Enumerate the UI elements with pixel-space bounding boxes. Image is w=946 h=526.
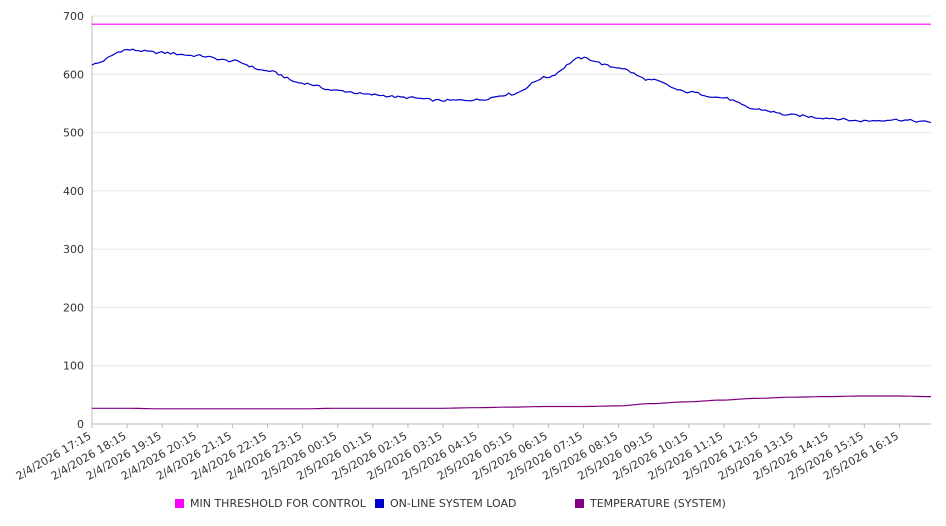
y-axis-ticks: 0 100 200 300 400 500 600 700: [63, 10, 84, 431]
y-tick-label: 700: [63, 10, 84, 23]
y-tick-label: 0: [77, 418, 84, 431]
series-line-1: [91, 48, 932, 124]
y-tick-label: 300: [63, 243, 84, 256]
legend-item-system-load[interactable]: ON-LINE SYSTEM LOAD: [375, 497, 516, 510]
line-chart: 0 100 200 300 400 500 600 700 2/4/2026 17:152/4…: [14, 10, 932, 483]
legend-item-temperature[interactable]: TEMPERATURE (SYSTEM): [575, 497, 726, 510]
y-tick-label: 600: [63, 68, 84, 81]
legend-swatch: [575, 499, 584, 508]
y-tick-label: 400: [63, 185, 84, 198]
series-line-2: [92, 395, 931, 410]
grid-lines: [92, 15, 931, 425]
y-tick-label: 200: [63, 301, 84, 314]
series-lines: [91, 23, 932, 410]
axes: [91, 16, 931, 425]
legend-swatch: [375, 499, 384, 508]
legend-label: ON-LINE SYSTEM LOAD: [390, 497, 517, 510]
y-tick-label: 500: [63, 127, 84, 140]
legend: MIN THRESHOLD FOR CONTROL ON-LINE SYSTEM…: [0, 497, 946, 515]
legend-label: MIN THRESHOLD FOR CONTROL: [190, 497, 366, 510]
x-axis-ticks: 2/4/2026 17:152/4/2026 18:152/4/2026 19:…: [14, 424, 901, 483]
legend-label: TEMPERATURE (SYSTEM): [590, 497, 726, 510]
legend-swatch: [175, 499, 184, 508]
y-tick-label: 100: [63, 360, 84, 373]
legend-item-min-threshold[interactable]: MIN THRESHOLD FOR CONTROL: [175, 497, 366, 510]
